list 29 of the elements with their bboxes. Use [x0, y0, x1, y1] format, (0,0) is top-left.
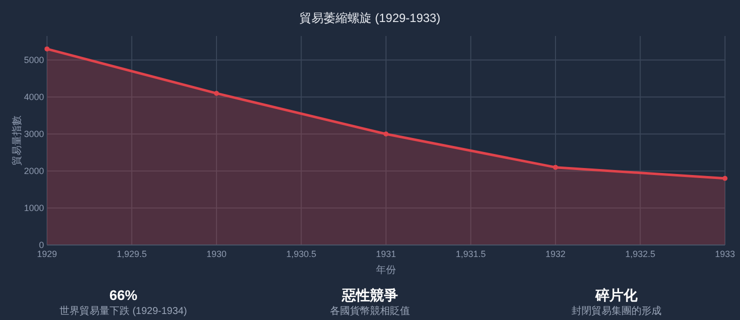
text: 各國貨幣競相貶值	[330, 305, 410, 317]
y-tick-label: 1000	[24, 203, 44, 214]
x-tick-label: 1,930.5	[286, 249, 316, 259]
x-tick-label: 1931	[376, 249, 396, 259]
y-tick-label: 3000	[24, 129, 44, 140]
text: 66%	[109, 287, 138, 303]
point	[722, 176, 728, 181]
text: 世界貿易量下跌 (1929-1934)	[60, 305, 187, 317]
y-tick-label: 5000	[24, 55, 44, 66]
point	[553, 164, 558, 170]
x-tick-label: 1930	[206, 249, 227, 259]
text: 封閉貿易集團的形成	[572, 305, 662, 317]
y-axis-title: 貿易量指數	[11, 116, 23, 166]
x-tick-label: 1,929.5	[116, 249, 147, 259]
x-tick-label: 1,931.5	[456, 249, 486, 259]
point	[384, 132, 388, 137]
x-tick-label: 1933	[714, 249, 736, 259]
point	[44, 46, 50, 52]
x-tick-label: 1,932.5	[625, 249, 656, 259]
x-axis-title: 年份	[376, 264, 396, 276]
y-tick-label: 4000	[24, 92, 44, 102]
y-tick-label: 0	[38, 240, 44, 250]
text: 惡性競爭	[341, 287, 398, 303]
chart-title: 貿易萎縮螺旋 (1929-1933)	[300, 11, 440, 25]
y-tick-label: 2000	[24, 166, 44, 176]
point	[214, 90, 219, 96]
x-tick-label: 1932	[545, 249, 566, 259]
x-tick-label: 1929	[36, 249, 58, 259]
text: 碎片化	[594, 287, 639, 303]
